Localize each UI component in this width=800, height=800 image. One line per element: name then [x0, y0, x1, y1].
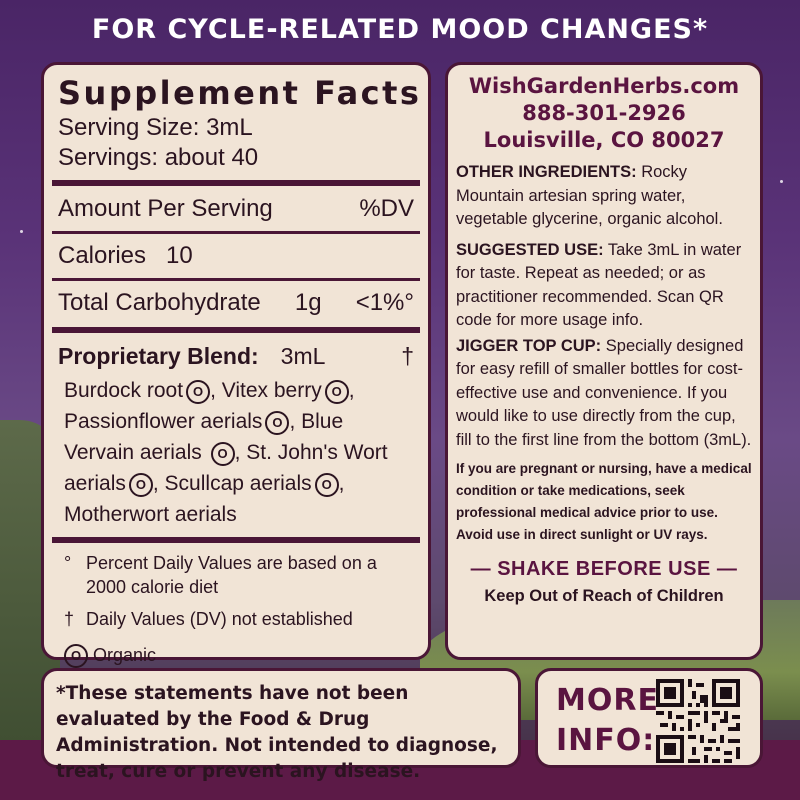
organic-icon: O [314, 473, 339, 497]
organic-legend: O Organic [64, 643, 414, 668]
keep-out-notice: Keep Out of Reach of Children [484, 587, 724, 605]
jigger-top-cup: JIGGER TOP CUP: Specially designed for e… [456, 336, 752, 449]
facts-title: Supplement Facts [58, 74, 422, 112]
organic-icon: O [265, 411, 290, 435]
carbohydrate-row: Total Carbohydrate 1g <1%° [58, 286, 414, 320]
star [20, 230, 23, 233]
footnote-dagger: † Daily Values (DV) not established [64, 609, 353, 629]
carb-label: Total Carbohydrate [58, 289, 261, 316]
ingredient: St. John's Wort aerials [64, 441, 388, 495]
footnote-percent: ° Percent Daily Values are based on a 20… [64, 553, 377, 597]
supplement-facts-panel: Supplement Facts Serving Size: 3mL Servi… [41, 62, 431, 668]
calories-label: Calories 10 [58, 242, 193, 269]
organic-icon: O [186, 380, 211, 404]
carb-value: 1g [294, 289, 322, 316]
fda-disclaimer: *These statements have not been evaluate… [56, 683, 498, 782]
more-info-panel[interactable]: MORE INFO: [535, 668, 763, 768]
ingredient: Blue Vervain aerials [64, 410, 344, 464]
dv-header: %DV [359, 195, 414, 222]
ingredient: Vitex berry [221, 379, 322, 402]
website: WishGardenHerbs.com [468, 74, 740, 98]
servings: Servings: about 40 [58, 144, 259, 171]
calories-row: Calories 10 [58, 239, 414, 273]
calories-value: 10 [166, 242, 193, 269]
star [780, 180, 783, 183]
divider [52, 327, 420, 333]
serving-size: Serving Size: 3mL [58, 114, 253, 141]
divider [52, 231, 420, 234]
ingredient: Motherwort aerials [64, 503, 237, 526]
ingredient: Passionflower aerials [64, 410, 263, 433]
product-info-panel: WishGardenHerbs.com 888-301-2926 Louisvi… [445, 62, 763, 660]
organic-icon: O [324, 380, 349, 404]
qr-code-icon[interactable] [656, 679, 740, 763]
shake-notice: — SHAKE BEFORE USE — [470, 558, 738, 580]
divider [52, 537, 420, 543]
suggested-use: SUGGESTED USE: Take 3mL in water for tas… [456, 240, 742, 330]
blend-dv: † [401, 343, 414, 369]
divider [52, 278, 420, 281]
other-ingredients: OTHER INGREDIENTS: Rocky Mountain artesi… [456, 163, 723, 228]
divider [52, 180, 420, 186]
blend-row: Proprietary Blend: 3mL † [58, 339, 414, 373]
organic-icon: O [64, 644, 88, 668]
dagger-symbol: † [64, 609, 75, 629]
phone: 888-301-2926 [522, 101, 686, 125]
medical-warning: If you are pregnant or nursing, have a m… [456, 461, 752, 542]
carb-dv: <1%° [355, 289, 414, 316]
blend-amount: 3mL [280, 343, 326, 369]
contact-block: WishGardenHerbs.com 888-301-2926 Louisvi… [456, 73, 752, 154]
blend-label: Proprietary Blend: [58, 343, 259, 369]
ingredient: Burdock root [64, 379, 184, 402]
ingredient: Scullcap aerials [164, 472, 312, 495]
address: Louisville, CO 80027 [483, 128, 725, 152]
organic-icon: O [210, 442, 235, 466]
amount-per-serving: Amount Per Serving [58, 195, 273, 222]
fda-disclaimer-panel: *These statements have not been evaluate… [41, 668, 521, 782]
amount-header-row: Amount Per Serving %DV [58, 192, 414, 226]
more-info-label: MORE INFO: [556, 683, 659, 758]
ingredient-list: Burdock root O, Vitex berry O, Passionflow… [64, 379, 388, 526]
organic-icon: O [128, 473, 153, 497]
headline: FOR CYCLE-RELATED MOOD CHANGES* [91, 14, 709, 45]
degree-symbol: ° [64, 553, 72, 573]
